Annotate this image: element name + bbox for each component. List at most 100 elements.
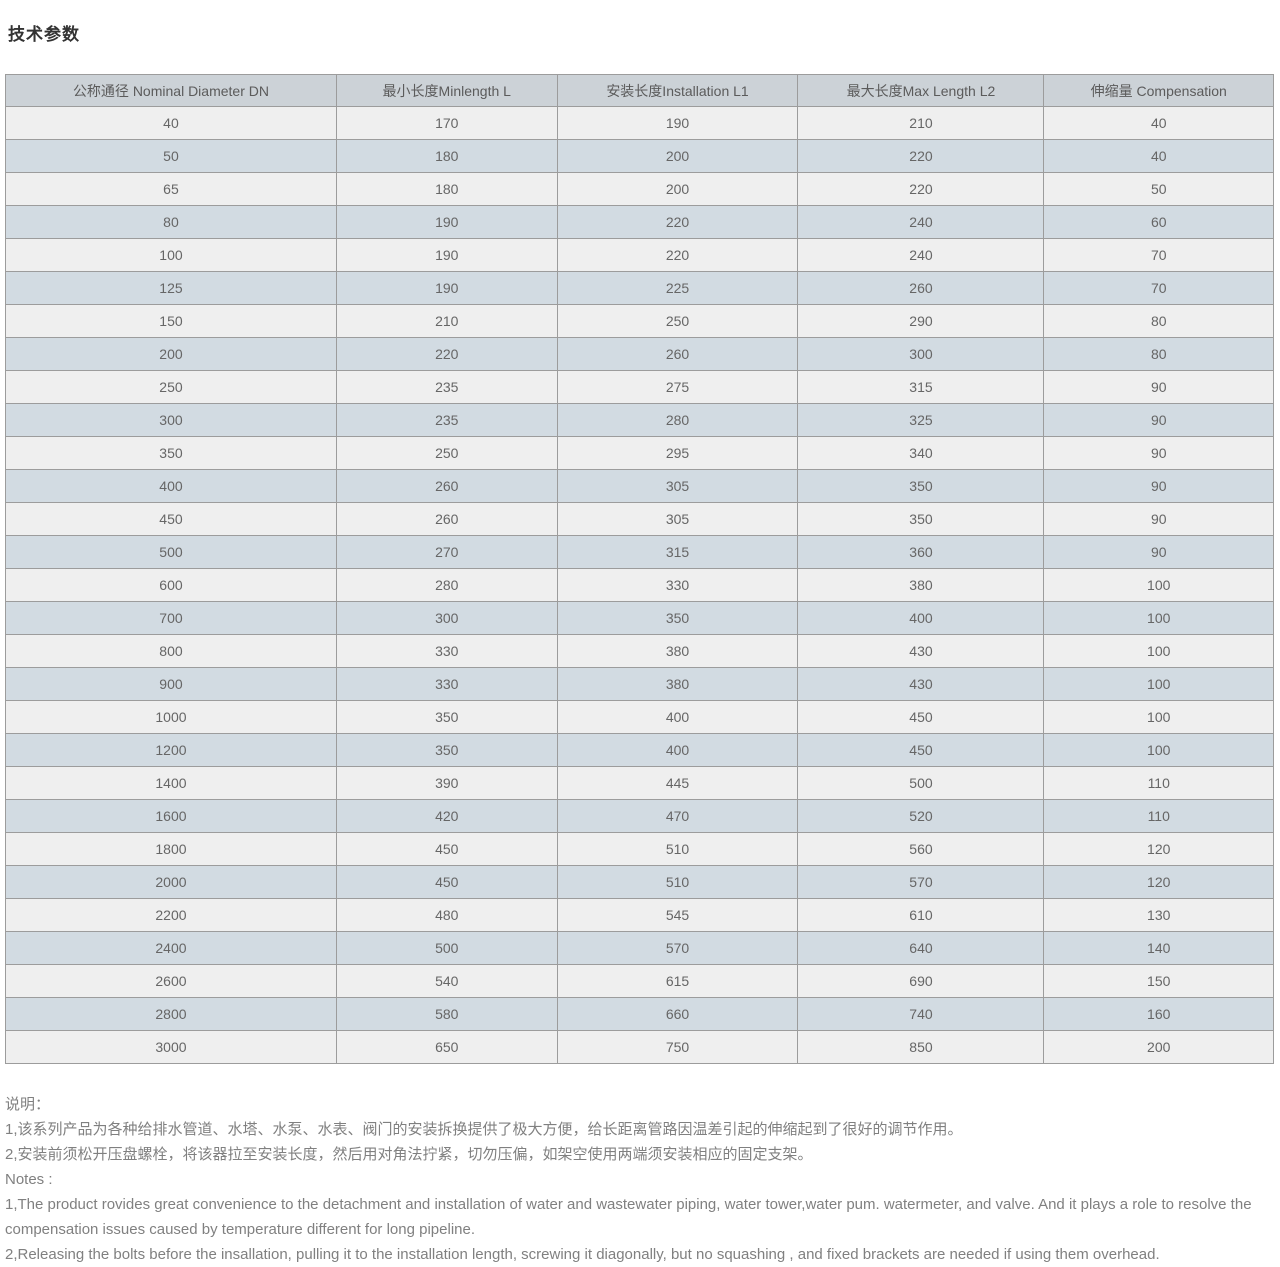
table-cell: 380 bbox=[556, 634, 799, 668]
table-cell: 70 bbox=[1043, 238, 1274, 272]
table-cell: 220 bbox=[797, 172, 1045, 206]
table-cell: 315 bbox=[797, 370, 1045, 404]
table-cell: 60 bbox=[1043, 205, 1274, 239]
table-cell: 540 bbox=[335, 964, 558, 998]
table-cell: 330 bbox=[556, 568, 799, 602]
table-cell: 90 bbox=[1043, 535, 1274, 569]
table-cell: 180 bbox=[335, 172, 558, 206]
column-header-nominal-diameter: 公称通径 Nominal Diameter DN bbox=[5, 74, 337, 107]
table-cell: 450 bbox=[5, 502, 337, 536]
table-cell: 570 bbox=[556, 931, 799, 965]
column-header-min-length: 最小长度Minlength L bbox=[335, 74, 558, 107]
table-cell: 160 bbox=[1043, 997, 1274, 1031]
table-row: 350 250 295 340 90 bbox=[5, 436, 1274, 470]
table-cell: 275 bbox=[556, 370, 799, 404]
table-cell: 140 bbox=[1043, 931, 1274, 965]
table-row: 65 180 200 220 50 bbox=[5, 172, 1274, 206]
table-cell: 580 bbox=[335, 997, 558, 1031]
table-cell: 340 bbox=[797, 436, 1045, 470]
table-cell: 750 bbox=[556, 1030, 799, 1064]
table-row: 200 220 260 300 80 bbox=[5, 337, 1274, 371]
table-cell: 70 bbox=[1043, 271, 1274, 305]
table-row: 250 235 275 315 90 bbox=[5, 370, 1274, 404]
table-cell: 2000 bbox=[5, 865, 337, 899]
table-cell: 110 bbox=[1043, 766, 1274, 800]
table-cell: 500 bbox=[5, 535, 337, 569]
table-cell: 235 bbox=[335, 370, 558, 404]
table-cell: 1000 bbox=[5, 700, 337, 734]
table-row: 700 300 350 400 100 bbox=[5, 601, 1274, 635]
table-cell: 250 bbox=[335, 436, 558, 470]
notes-cn-line-1: 1,该系列产品为各种给排水管道、水塔、水泵、水表、阀门的安装拆换提供了极大方便，… bbox=[5, 1121, 963, 1138]
table-cell: 90 bbox=[1043, 370, 1274, 404]
table-cell: 350 bbox=[335, 700, 558, 734]
table-cell: 470 bbox=[556, 799, 799, 833]
table-cell: 2200 bbox=[5, 898, 337, 932]
table-cell: 100 bbox=[1043, 667, 1274, 701]
table-row: 800 330 380 430 100 bbox=[5, 634, 1274, 668]
table-cell: 100 bbox=[1043, 700, 1274, 734]
table-cell: 250 bbox=[5, 370, 337, 404]
column-header-max-length: 最大长度Max Length L2 bbox=[797, 74, 1045, 107]
table-cell: 350 bbox=[797, 502, 1045, 536]
table-cell: 510 bbox=[556, 865, 799, 899]
table-cell: 290 bbox=[797, 304, 1045, 338]
table-cell: 350 bbox=[797, 469, 1045, 503]
table-cell: 2600 bbox=[5, 964, 337, 998]
notes-en-line-2: 2,Releasing the bolts before the insalla… bbox=[5, 1246, 1160, 1263]
table-cell: 40 bbox=[1043, 106, 1274, 140]
table-cell: 280 bbox=[556, 403, 799, 437]
table-cell: 90 bbox=[1043, 469, 1274, 503]
table-cell: 90 bbox=[1043, 403, 1274, 437]
table-cell: 260 bbox=[335, 502, 558, 536]
table-cell: 3000 bbox=[5, 1030, 337, 1064]
table-row: 125 190 225 260 70 bbox=[5, 271, 1274, 305]
table-cell: 560 bbox=[797, 832, 1045, 866]
table-cell: 660 bbox=[556, 997, 799, 1031]
table-row: 600 280 330 380 100 bbox=[5, 568, 1274, 602]
table-cell: 520 bbox=[797, 799, 1045, 833]
table-cell: 500 bbox=[335, 931, 558, 965]
table-row: 100 190 220 240 70 bbox=[5, 238, 1274, 272]
table-body: 40 170 190 210 40 50 180 200 220 40 65 180 200 220 50 8… bbox=[5, 106, 1274, 1064]
table-cell: 90 bbox=[1043, 502, 1274, 536]
table-cell: 200 bbox=[1043, 1030, 1274, 1064]
table-row: 1200 350 400 450 100 bbox=[5, 733, 1274, 767]
table-cell: 2800 bbox=[5, 997, 337, 1031]
table-cell: 360 bbox=[797, 535, 1045, 569]
table-cell: 350 bbox=[556, 601, 799, 635]
table-cell: 545 bbox=[556, 898, 799, 932]
table-cell: 90 bbox=[1043, 436, 1274, 470]
technical-parameters-table: 公称通径 Nominal Diameter DN 最小长度Minlength L… bbox=[5, 74, 1274, 1064]
table-cell: 40 bbox=[5, 106, 337, 140]
table-cell: 220 bbox=[335, 337, 558, 371]
table-row: 50 180 200 220 40 bbox=[5, 139, 1274, 173]
table-cell: 180 bbox=[335, 139, 558, 173]
table-cell: 1400 bbox=[5, 766, 337, 800]
table-cell: 190 bbox=[335, 271, 558, 305]
table-cell: 400 bbox=[5, 469, 337, 503]
table-cell: 1600 bbox=[5, 799, 337, 833]
column-header-installation-length: 安装长度Installation L1 bbox=[556, 74, 799, 107]
table-row: 80 190 220 240 60 bbox=[5, 205, 1274, 239]
table-cell: 170 bbox=[335, 106, 558, 140]
table-cell: 305 bbox=[556, 502, 799, 536]
table-cell: 190 bbox=[335, 205, 558, 239]
table-cell: 400 bbox=[556, 733, 799, 767]
table-cell: 270 bbox=[335, 535, 558, 569]
table-cell: 220 bbox=[556, 238, 799, 272]
notes-en-heading: Notes : bbox=[5, 1171, 53, 1188]
table-cell: 350 bbox=[5, 436, 337, 470]
table-cell: 500 bbox=[797, 766, 1045, 800]
table-row: 3000 650 750 850 200 bbox=[5, 1030, 1274, 1064]
table-row: 150 210 250 290 80 bbox=[5, 304, 1274, 338]
table-cell: 100 bbox=[5, 238, 337, 272]
table-row: 2000 450 510 570 120 bbox=[5, 865, 1274, 899]
table-row: 400 260 305 350 90 bbox=[5, 469, 1274, 503]
column-header-compensation: 伸缩量 Compensation bbox=[1043, 74, 1274, 107]
table-row: 1800 450 510 560 120 bbox=[5, 832, 1274, 866]
notes-cn-heading: 说明： bbox=[5, 1096, 51, 1113]
table-cell: 110 bbox=[1043, 799, 1274, 833]
table-cell: 200 bbox=[556, 139, 799, 173]
table-cell: 430 bbox=[797, 634, 1045, 668]
